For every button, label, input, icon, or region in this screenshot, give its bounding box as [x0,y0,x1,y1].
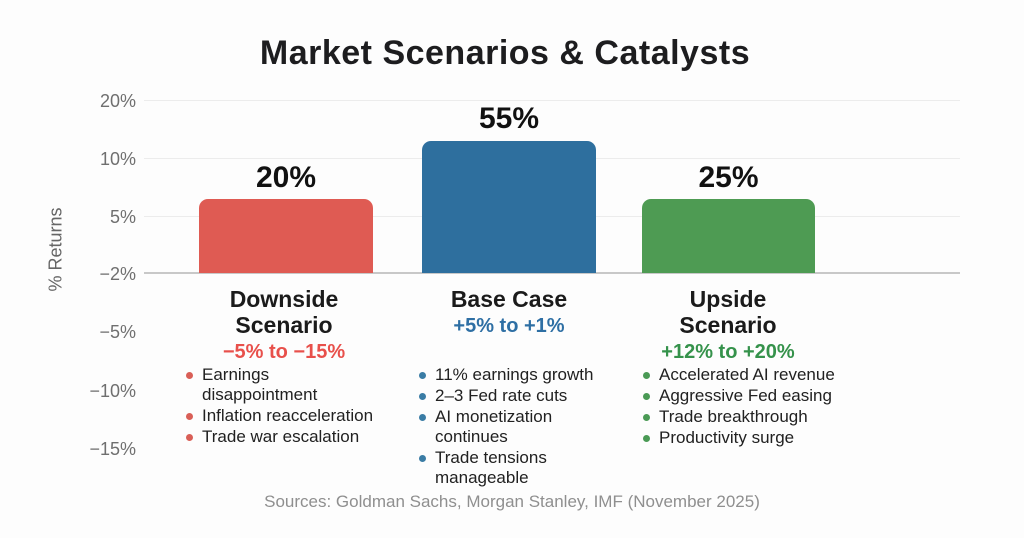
catalyst-text: Aggressive Fed easing [659,386,832,405]
catalyst-item: Aggressive Fed easing [643,386,881,406]
bar-value-label-upside: 25% [698,161,759,194]
bar-value-label-base: 55% [478,102,540,135]
bullet-dot-icon [643,414,650,421]
scenario-header-base: Base Case +5% to +1% [397,286,621,337]
bullet-dot-icon [419,455,426,462]
sources-caption: Sources: Goldman Sachs, Morgan Stanley, … [264,492,760,511]
y-tick-label: 5% [109,207,136,227]
y-tick-label: 20% [99,91,136,111]
bullet-dot-icon [186,413,193,420]
catalyst-list-base: 11% earnings growth 2–3 Fed rate cuts AI… [419,365,637,489]
gridline-20 [144,100,960,101]
catalyst-item: Productivity surge [643,428,881,448]
scenario-range-downside: −5% to −15% [222,341,346,363]
bullet-dot-icon [186,434,193,441]
catalyst-text: Earnings disappointment [202,365,318,404]
catalyst-item: 11% earnings growth [419,365,637,385]
catalyst-item: Accelerated AI revenue [643,365,881,385]
catalyst-item: Earnings disappointment [186,365,414,405]
catalyst-text: Trade war escalation [202,427,360,446]
catalyst-text: Trade tensions manageable [435,448,547,487]
scenario-range-upside: +12% to +20% [661,341,795,363]
catalyst-list-downside: Earnings disappointment Inflation reacce… [186,365,414,448]
bar-value-label-downside: 20% [255,161,317,194]
catalyst-text: 2–3 Fed rate cuts [435,386,568,405]
catalyst-item: Trade breakthrough [643,407,881,427]
scenario-name-base: Base Case [450,286,568,312]
catalyst-item: Trade war escalation [186,427,414,447]
bullet-dot-icon [186,372,193,379]
bar-base [422,141,596,273]
bullet-dot-icon [419,372,426,379]
scenario-range-base: +5% to +1% [453,315,565,337]
scenario-header-upside: Upside Scenario +12% to +20% [616,286,840,363]
y-tick-label: −10% [89,381,136,401]
catalyst-text: AI monetization continues [435,407,553,446]
scenario-name-downside: Downside Scenario [229,286,339,338]
catalyst-item: Inflation reacceleration [186,406,414,426]
catalyst-item: Trade tensions manageable [419,448,637,488]
catalyst-item: AI monetization continues [419,407,637,447]
page-title: Market Scenarios & Catalysts [259,34,751,72]
scenario-header-downside: Downside Scenario −5% to −15% [172,286,396,363]
catalyst-text: Trade breakthrough [659,407,808,426]
y-axis-label: % Returns [45,207,66,292]
bar-downside [199,199,373,273]
y-tick-label: 10% [99,149,136,169]
catalyst-text: Productivity surge [659,428,795,447]
catalyst-item: 2–3 Fed rate cuts [419,386,637,406]
y-tick-label: −2% [99,264,136,284]
y-tick-label: −5% [99,322,136,342]
catalyst-text: 11% earnings growth [435,365,594,384]
y-tick-label: −15% [89,439,136,459]
bullet-dot-icon [643,372,650,379]
bullet-dot-icon [643,393,650,400]
bullet-dot-icon [419,393,426,400]
baseline-axis [144,272,960,274]
catalyst-list-upside: Accelerated AI revenue Aggressive Fed ea… [643,365,881,449]
catalyst-text: Accelerated AI revenue [659,365,835,384]
catalyst-text: Inflation reacceleration [202,406,374,425]
bullet-dot-icon [419,414,426,421]
bar-upside [642,199,815,273]
scenario-name-upside: Upside Scenario [679,286,777,338]
bullet-dot-icon [643,435,650,442]
